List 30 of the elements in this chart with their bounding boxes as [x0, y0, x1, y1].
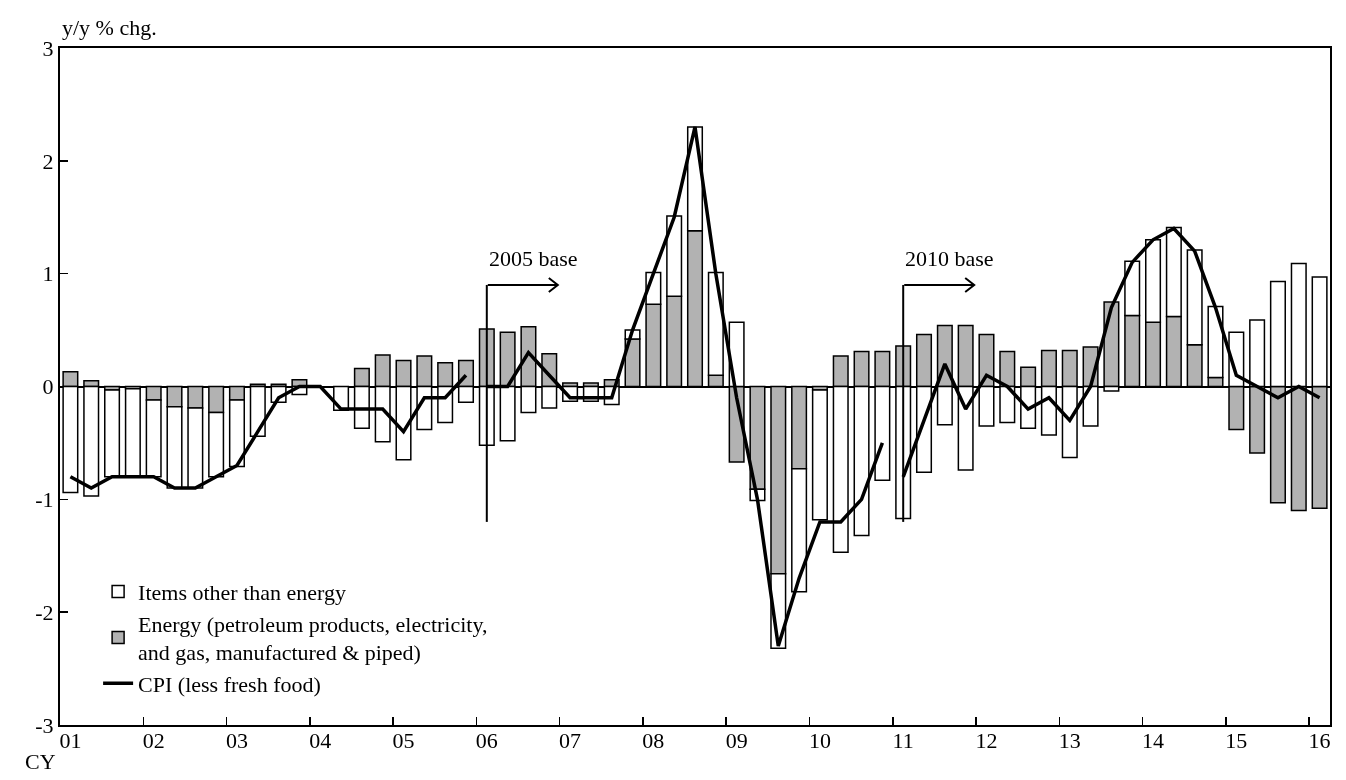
legend-label: Items other than energy — [138, 580, 347, 606]
y-tick-label: 3 — [42, 35, 54, 61]
x-tick-label: 14 — [1142, 728, 1165, 753]
legend-label: CPI (less fresh food) — [138, 671, 321, 697]
y-tick-label: -2 — [35, 599, 54, 625]
y-tick-label: 1 — [42, 261, 54, 287]
x-tick-label: 13 — [1058, 728, 1081, 753]
ref-line-label: 2005 base — [489, 246, 578, 271]
x-tick-label: 07 — [559, 728, 582, 753]
x-tick-label: 04 — [309, 728, 332, 753]
x-tick-label: 06 — [475, 728, 498, 753]
legend-label: Energy (petroleum products, electricity, and gas, manufactured & piped) — [138, 611, 488, 666]
x-tick-label: 02 — [142, 728, 165, 753]
x-tick-label: 15 — [1225, 728, 1248, 753]
x-tick-label: 10 — [808, 728, 831, 753]
x-tick-label: 01 — [59, 728, 82, 753]
text: CY — [25, 749, 56, 774]
x-tick-label: 09 — [725, 728, 748, 753]
x-tick-label: 03 — [225, 728, 248, 753]
y-tick-label: -1 — [35, 487, 54, 513]
y-tick-label: -3 — [35, 712, 54, 738]
y-tick-label: 0 — [42, 374, 54, 400]
x-tick-label: 05 — [392, 728, 415, 753]
x-tick-label: 16 — [1308, 728, 1331, 753]
y-tick-label: 2 — [42, 148, 54, 174]
x-tick-label: 11 — [892, 728, 914, 753]
ref-line-label: 2010 base — [905, 246, 994, 271]
x-tick-label: 12 — [975, 728, 998, 753]
y-axis-title: y/y % chg. — [62, 15, 157, 40]
x-tick-label: 08 — [642, 728, 665, 753]
